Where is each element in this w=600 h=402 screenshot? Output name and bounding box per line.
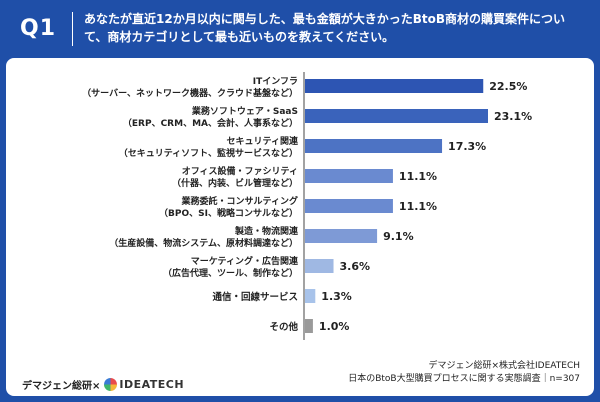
credit-line: デマジェン総研×株式会社IDEATECH (428, 361, 580, 371)
bar-6 (305, 259, 334, 273)
value-label-6: 3.6% (340, 260, 371, 273)
bar-0 (305, 79, 484, 93)
partner-logo-text: IDEATECH (119, 377, 185, 391)
question-header: Q1 あなたが直近12か月以内に関与した、最も金額が大きかったBtoB商材の購買… (0, 0, 600, 58)
brand-text: デマジェン総研× (22, 380, 101, 392)
chart-panel: 22.5% ITインフラ （サーバー、ネットワーク機器、クラウド基盤など） 23.1%… (6, 58, 594, 396)
value-label-8: 1.0% (319, 320, 350, 333)
category-label-1-line-0: 業務ソフトウェア・SaaS (191, 105, 298, 117)
category-label-1-line-1: （ERP、CRM、MA、会計、人事系など） (123, 117, 298, 129)
category-label-0-line-0: ITインフラ (253, 76, 298, 87)
question-text: あなたが直近12か月以内に関与した、最も金額が大きかったBtoB商材の購買案件に… (84, 12, 565, 44)
bar-chart: 22.5% ITインフラ（サーバー、ネットワーク機器、クラウド基盤など） 23.1%… (82, 72, 532, 340)
header-divider (72, 12, 73, 46)
category-label-4-line-0: 業務委託・コンサルティング (181, 195, 298, 207)
value-label-5: 9.1% (383, 230, 414, 243)
bar-5 (305, 229, 378, 243)
category-label-3-line-1: （什器、内装、ビル管理など） (172, 177, 298, 189)
value-label-4: 11.1% (399, 200, 437, 213)
footer-credits: デマジェン総研×株式会社IDEATECH 日本のBtoB大型購買プロセスに関する… (348, 360, 580, 386)
bar-8 (305, 319, 313, 333)
value-label-0: 22.5% (489, 80, 527, 93)
category-label-0-line-1: （サーバー、ネットワーク機器、クラウド基盤など） (82, 87, 298, 99)
ideatech-logo-icon (104, 377, 118, 391)
category-label-2-line-1: （セキュリティソフト、監視サービスなど） (119, 147, 298, 159)
bar-7 (305, 289, 316, 303)
category-label-6-line-1: （広告代理、ツール、制作など） (163, 267, 298, 279)
value-label-7: 1.3% (321, 290, 352, 303)
value-label-3: 11.1% (399, 170, 437, 183)
category-label-5-line-1: （生産設備、物流システム、原材料調達など） (109, 237, 298, 249)
category-label-3-line-0: オフィス設備・ファシリティ (182, 165, 298, 177)
category-label-4-line-1: （BPO、SI、戦略コンサルなど） (159, 207, 298, 219)
survey-line: 日本のBtoB大型購買プロセスに関する実態調査｜n=307 (348, 374, 580, 384)
bar-1 (305, 109, 488, 123)
category-label-2-line-0: セキュリティ関連 (227, 135, 299, 147)
category-label-7: 通信・回線サービス (212, 291, 298, 303)
category-label-6-line-0: マーケティング・広告関連 (191, 255, 299, 267)
footer-brand: デマジェン総研× IDEATECH (22, 376, 184, 392)
value-label-2: 17.3% (448, 140, 486, 153)
category-label-5-line-0: 製造・物流関連 (234, 225, 299, 237)
bar-3 (305, 169, 393, 183)
question-number: Q1 (20, 16, 57, 41)
bar-4 (305, 199, 393, 213)
category-label-8: その他 (269, 321, 298, 333)
bar-2 (305, 139, 443, 153)
value-label-1: 23.1% (494, 110, 532, 123)
